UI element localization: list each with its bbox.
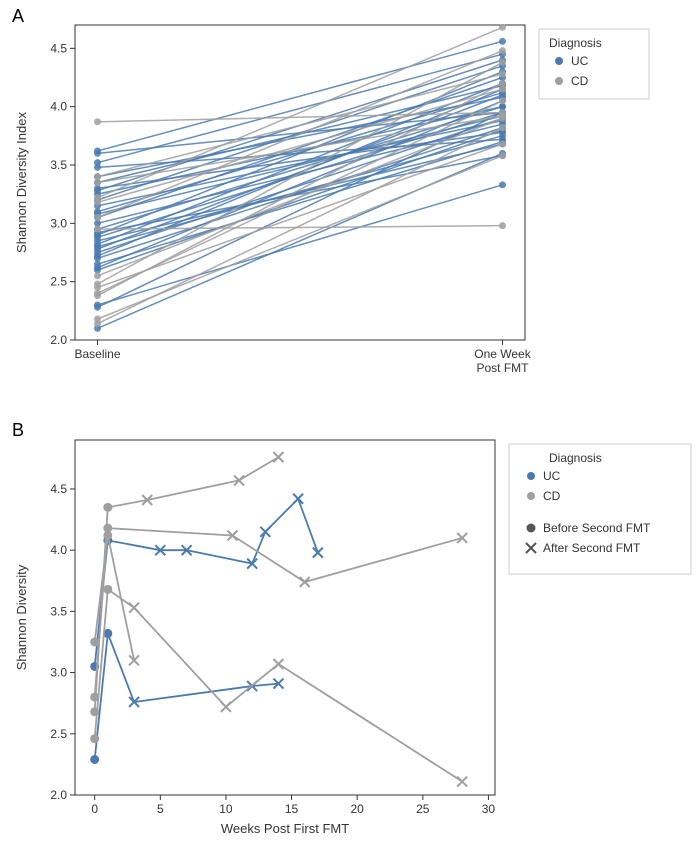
panel-b-chart: 2.0 2.5 3.0 3.5 4.0 4.5 0 5 10 15 20 25 30 Weeks Post… <box>0 420 700 850</box>
svg-text:One Week: One Week <box>474 347 531 361</box>
svg-text:3.0: 3.0 <box>50 216 67 230</box>
svg-text:25: 25 <box>416 802 430 816</box>
svg-text:4.5: 4.5 <box>50 482 67 496</box>
svg-text:2.0: 2.0 <box>50 788 67 802</box>
svg-text:3.5: 3.5 <box>50 604 67 618</box>
svg-text:20: 20 <box>351 802 365 816</box>
svg-text:15: 15 <box>285 802 299 816</box>
svg-text:CD: CD <box>543 489 561 503</box>
svg-text:Shannon Diversity Index: Shannon Diversity Index <box>14 112 29 253</box>
svg-text:Shannon Diversity: Shannon Diversity <box>14 564 29 670</box>
svg-text:30: 30 <box>482 802 496 816</box>
svg-text:After Second FMT: After Second FMT <box>543 541 641 555</box>
svg-text:3.0: 3.0 <box>50 666 67 680</box>
svg-text:CD: CD <box>571 74 589 88</box>
svg-text:Before Second FMT: Before Second FMT <box>543 521 651 535</box>
svg-text:2.5: 2.5 <box>50 275 67 289</box>
svg-text:4.0: 4.0 <box>50 543 67 557</box>
panel-a-chart: 2.0 2.5 3.0 3.5 4.0 4.5 Baseline One WeekPost F… <box>0 0 700 400</box>
svg-text:5: 5 <box>157 802 164 816</box>
svg-text:Baseline: Baseline <box>74 347 120 361</box>
svg-text:Diagnosis: Diagnosis <box>549 36 602 50</box>
svg-text:UC: UC <box>543 469 561 483</box>
svg-text:UC: UC <box>571 54 589 68</box>
svg-text:2.0: 2.0 <box>50 333 67 347</box>
svg-text:3.5: 3.5 <box>50 158 67 172</box>
figure-container: A 2.02.53.03.54.04.5BaselineOne WeekPost… <box>0 0 700 850</box>
svg-text:10: 10 <box>219 802 233 816</box>
svg-text:2.5: 2.5 <box>50 727 67 741</box>
svg-text:Post FMT: Post FMT <box>476 361 529 375</box>
svg-text:4.0: 4.0 <box>50 100 67 114</box>
svg-text:0: 0 <box>91 802 98 816</box>
svg-text:Weeks Post First FMT: Weeks Post First FMT <box>221 821 349 836</box>
svg-text:4.5: 4.5 <box>50 41 67 55</box>
svg-text:Diagnosis: Diagnosis <box>549 451 602 465</box>
